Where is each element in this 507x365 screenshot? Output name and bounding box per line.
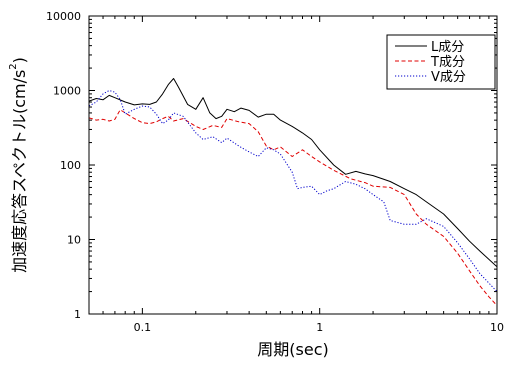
legend-label-1: L成分: [431, 40, 464, 55]
legend-box: [386, 34, 496, 90]
ticks-layer: 0.1 1 10 1 10 100 1000 10000: [46, 10, 504, 334]
series-line-2: [89, 109, 497, 306]
legend-label-3: V成分: [431, 70, 466, 85]
series-layer: [89, 78, 497, 306]
series-line-3: [89, 90, 497, 292]
y-tick-label: 10000: [46, 10, 81, 23]
x-axis-title: 周期(sec): [257, 340, 328, 359]
y-tick-label: 1: [74, 308, 81, 321]
series-line-1: [89, 78, 497, 268]
y-axis-title-base: 加速度応答スペクトル(cm/s: [10, 70, 29, 273]
y-tick-label: 1000: [53, 85, 81, 98]
y-tick-label: 10: [67, 234, 81, 247]
y-axis-title-sup: 2: [8, 63, 19, 69]
x-tick-label: 1: [316, 321, 323, 334]
y-tick-label: 100: [60, 159, 81, 172]
x-tick-label: 10: [490, 321, 504, 334]
x-tick-label: 0.1: [134, 321, 152, 334]
y-axis-title-close: ): [10, 57, 29, 63]
legend-label-2: T成分: [430, 55, 465, 70]
y-axis-title: 加速度応答スペクトル(cm/s2): [8, 57, 29, 273]
